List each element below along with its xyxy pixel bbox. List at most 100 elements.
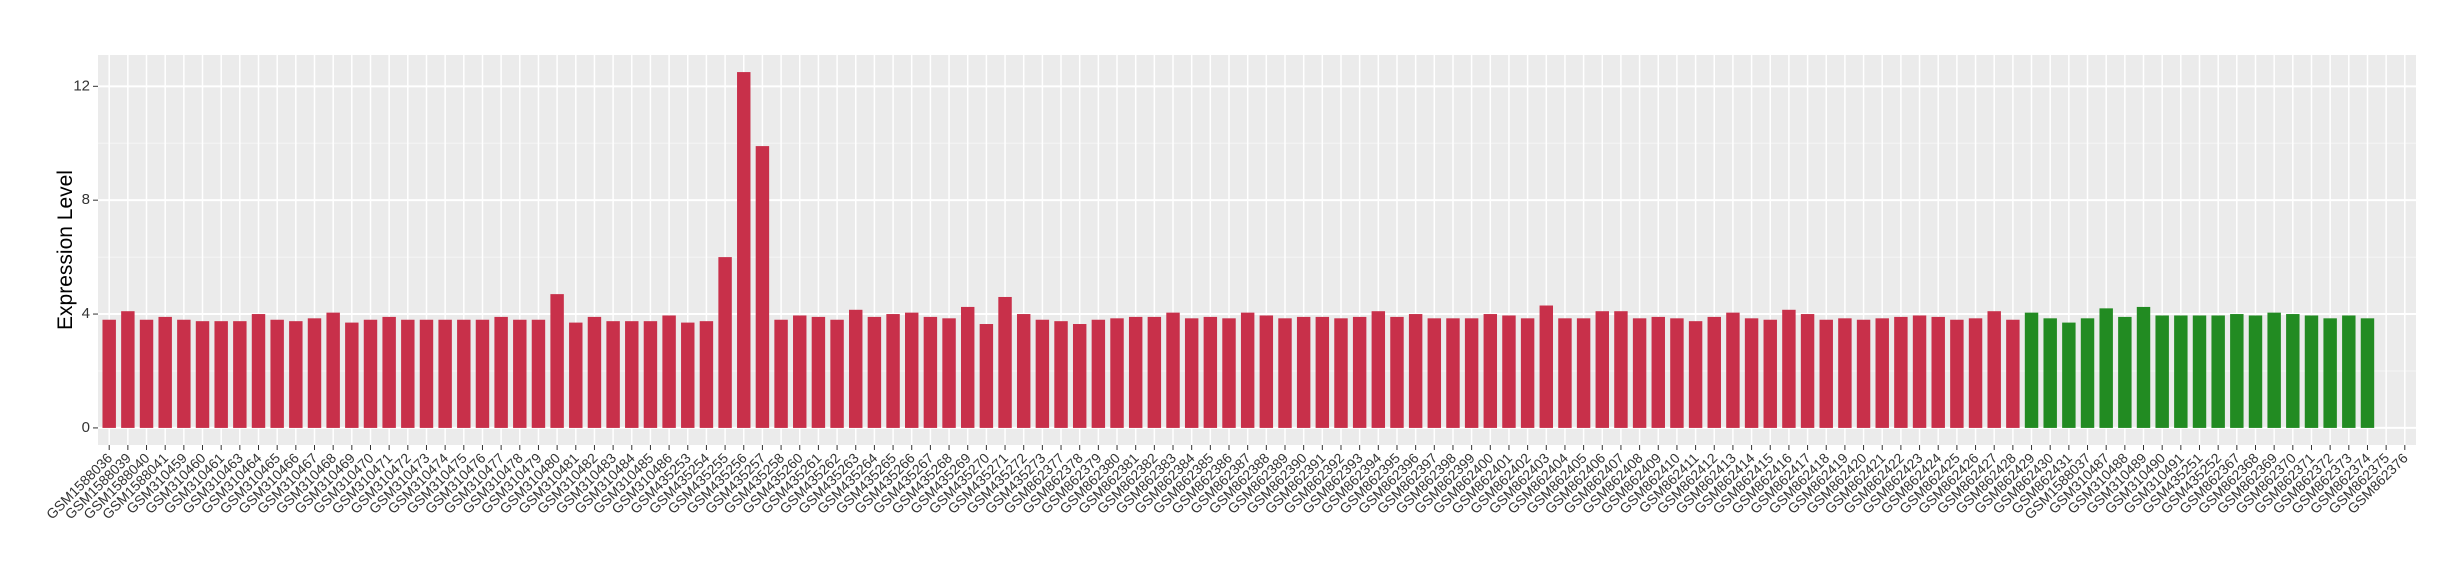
bar [326, 312, 340, 428]
bar [139, 319, 154, 428]
bar [1968, 318, 1983, 428]
bar [2099, 308, 2113, 428]
bar [513, 319, 527, 428]
bar [606, 321, 620, 428]
bar [2136, 306, 2151, 428]
bar [979, 324, 994, 428]
bar [1184, 318, 1199, 428]
bar [1072, 324, 1087, 428]
bar [1576, 318, 1591, 428]
bar [214, 321, 228, 428]
bar [643, 321, 658, 428]
bar [587, 316, 602, 428]
bar [1632, 318, 1647, 428]
bar [2323, 318, 2337, 428]
bar [811, 316, 826, 428]
bar [1278, 318, 1292, 428]
bar [1390, 316, 1404, 428]
bar [1744, 318, 1759, 428]
bar [1782, 309, 1796, 428]
y-tick-label: 0 [82, 419, 90, 436]
bar [251, 314, 266, 428]
bar [1819, 319, 1833, 428]
bar [569, 322, 583, 428]
bar [2192, 315, 2207, 428]
bar [625, 321, 639, 428]
bar [1464, 318, 1479, 428]
bar [195, 321, 210, 428]
bar [1240, 312, 1255, 428]
bar [886, 314, 900, 428]
bar [1408, 314, 1423, 428]
y-tick-label: 4 [82, 305, 90, 322]
bar [1651, 316, 1665, 428]
bar [289, 321, 303, 428]
bar [457, 319, 471, 428]
bar [867, 316, 882, 428]
bar [998, 296, 1012, 428]
bar [1894, 316, 1908, 428]
bar [2080, 318, 2095, 428]
bar [1856, 319, 1871, 428]
bar [2304, 315, 2319, 428]
bar [755, 146, 770, 428]
bar [2043, 318, 2057, 428]
bar [774, 319, 788, 428]
y-axis-title: Expression Level [54, 170, 77, 330]
bar [438, 319, 452, 428]
bar [270, 319, 284, 428]
bar [177, 319, 191, 428]
bar [475, 319, 490, 428]
bar [1483, 314, 1498, 428]
bar [662, 315, 676, 428]
bar [1987, 311, 2001, 428]
bar [1315, 316, 1330, 428]
bar [1800, 314, 1815, 428]
bar [345, 322, 359, 428]
bar [307, 318, 322, 428]
bar [2230, 314, 2244, 428]
bar [942, 318, 956, 428]
bar [1950, 319, 1964, 428]
bar [2211, 315, 2225, 428]
bar [1670, 318, 1684, 428]
bar [793, 315, 807, 428]
bar [718, 257, 732, 428]
bar [1371, 311, 1386, 428]
bar [2286, 314, 2300, 428]
bar [1203, 316, 1218, 428]
bar [1016, 314, 1031, 428]
bar [905, 312, 919, 428]
bar [531, 319, 546, 428]
bar [2118, 316, 2132, 428]
bar [2174, 315, 2188, 428]
bar [1520, 318, 1535, 428]
bar [1912, 315, 1927, 428]
bar [1838, 318, 1852, 428]
bar [1110, 318, 1124, 428]
bar [1352, 316, 1367, 428]
bar [923, 316, 938, 428]
bar [830, 319, 844, 428]
bar [2360, 318, 2375, 428]
bar [494, 316, 508, 428]
bar [2006, 319, 2020, 428]
bar [1128, 316, 1143, 428]
bar [1222, 318, 1236, 428]
bar [1446, 318, 1460, 428]
bar [2248, 315, 2263, 428]
bar [1726, 312, 1740, 428]
bar [2267, 312, 2281, 428]
bar [960, 306, 975, 428]
bar [1296, 316, 1311, 428]
bar [1875, 318, 1889, 428]
bar [2062, 322, 2076, 428]
bar [849, 309, 863, 428]
bar [2155, 315, 2169, 428]
bar [1035, 319, 1050, 428]
bar [158, 316, 172, 428]
y-tick-label: 12 [73, 77, 90, 94]
bar [1502, 315, 1516, 428]
bar [1595, 311, 1609, 428]
